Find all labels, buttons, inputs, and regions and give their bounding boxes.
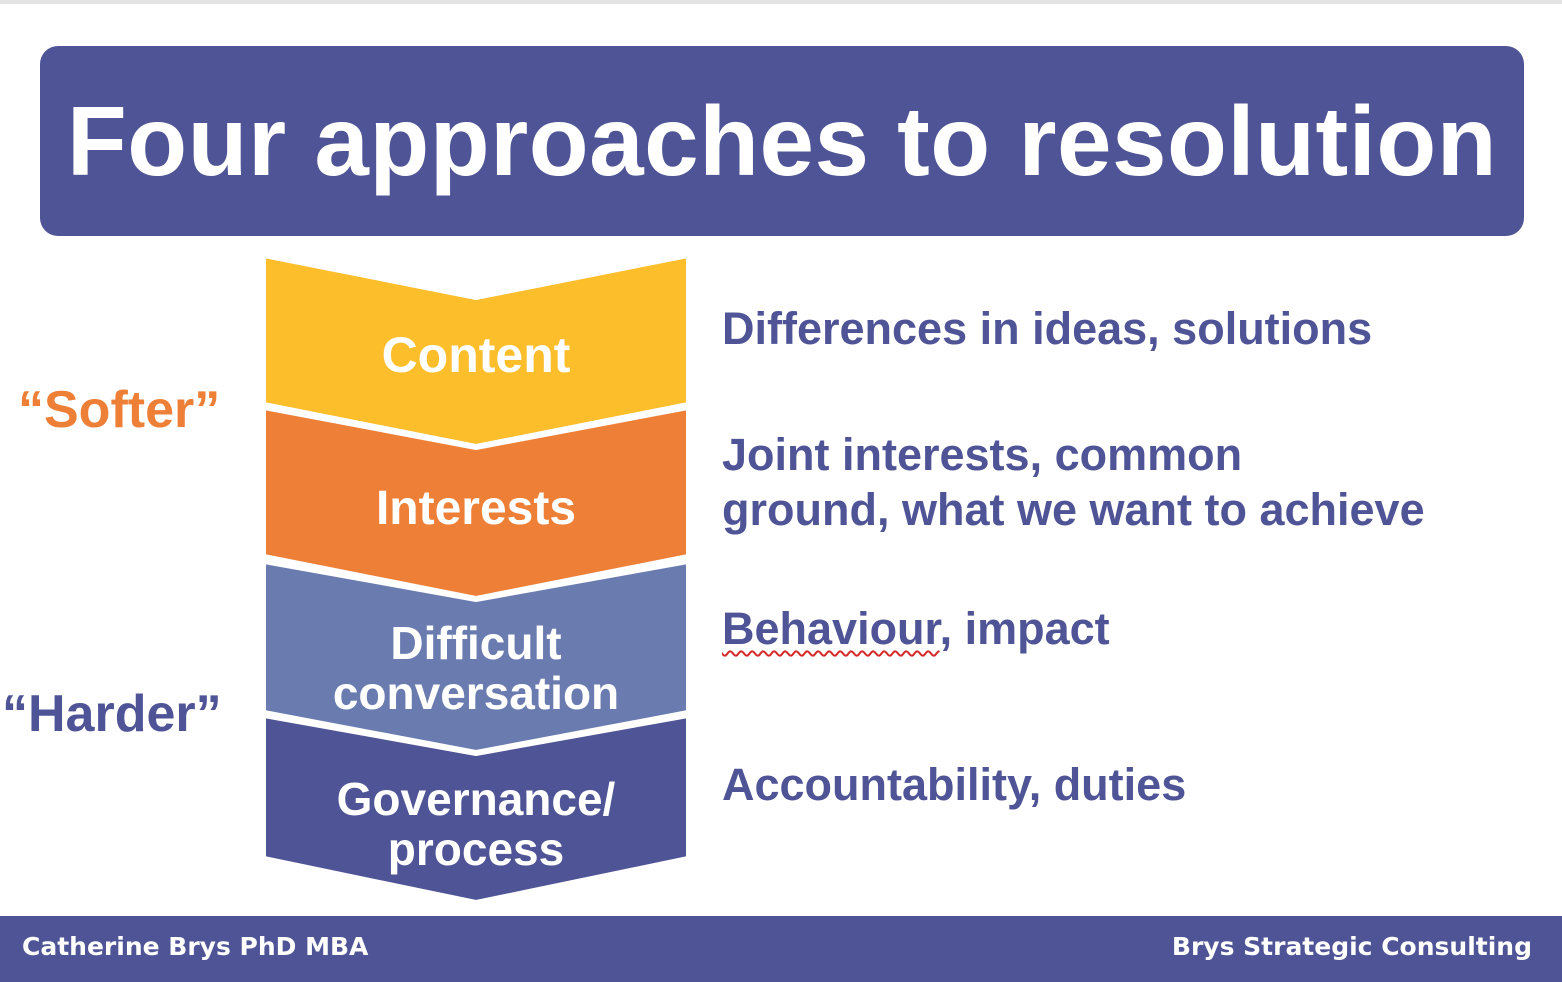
content-description: Differences in ideas, solutions <box>722 303 1373 354</box>
softer-label: “Softer” <box>18 381 221 439</box>
interests-label: Interests <box>375 482 577 536</box>
difficult-label-line1: Difficult <box>390 617 562 670</box>
difficult-label-line2: conversation <box>332 667 620 719</box>
chevron-governance <box>262 714 690 904</box>
chevron-interests-label: Interests <box>264 476 688 542</box>
interests-description: Joint interests, common ground, what we … <box>722 428 1425 538</box>
interests-description-line1: Joint interests, common <box>722 429 1243 480</box>
spellcheck-word: Behaviour <box>722 603 940 654</box>
content-label: Content <box>381 327 571 383</box>
interests-description-line2: ground, what we want to achieve <box>722 483 1425 535</box>
footer-company: Brys Strategic Consulting <box>1171 932 1532 961</box>
title-banner: Four approaches to resolution <box>40 46 1524 236</box>
difficult-description-rest: , impact <box>939 603 1110 654</box>
chevron-difficult-label: Difficult conversation <box>264 612 688 726</box>
chevron-governance-label: Governance/ process <box>264 768 688 882</box>
footer-author: Catherine Brys PhD MBA <box>22 932 369 961</box>
difficult-description: Behaviour, impact <box>722 602 1110 657</box>
footer-bar: Catherine Brys PhD MBA Brys Strategic Co… <box>0 916 1562 982</box>
governance-label-line1: Governance/ <box>336 773 616 826</box>
chevron-content-label: Content <box>264 322 688 388</box>
top-border <box>0 0 1562 4</box>
chevron-content <box>262 254 690 448</box>
governance-description: Accountability, duties <box>722 759 1187 810</box>
harder-label: “Harder” <box>2 685 222 743</box>
slide-title: Four approaches to resolution <box>66 85 1498 196</box>
governance-label-line2: process <box>387 823 565 875</box>
